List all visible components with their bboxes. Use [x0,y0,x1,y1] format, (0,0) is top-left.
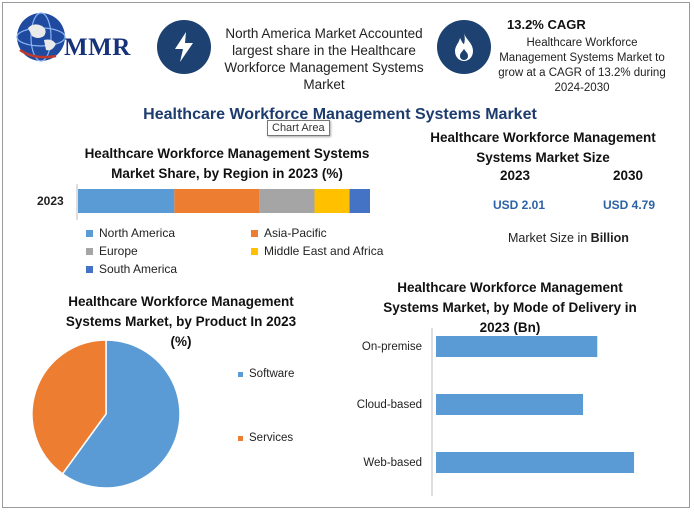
region-bar-segment [174,189,260,213]
legend-swatch [86,265,93,273]
unit-prefix: Market Size in [508,231,591,245]
region-chart-title: Healthcare Workforce Management Systems … [84,146,370,181]
legend-label: Middle East and Africa [264,244,384,258]
delivery-category-label: On-premise [362,341,422,353]
delivery-bar [436,452,635,473]
pie-slice [61,339,181,489]
delivery-bar [436,394,583,415]
infographic-frame [2,2,690,508]
market-size-value-2030: USD 4.79 [603,198,656,212]
region-bar-segment [314,189,350,213]
cagr-text: Healthcare Workforce Management Systems … [498,37,666,94]
legend-swatch [86,229,93,237]
logo: MMR [14,10,144,68]
legend-label: North America [99,226,176,240]
delivery-category-label: Web-based [363,457,422,469]
region-category-label: 2023 [37,194,64,208]
legend-swatch [251,247,258,255]
flame-icon [455,33,473,61]
legend-swatch [238,371,243,377]
unit-bold: Billion [590,231,629,245]
legend-mea: Middle East and Africa [251,244,383,258]
region-stacked-bar [76,184,370,220]
legend-asia-pacific: Asia-Pacific [251,226,327,240]
legend-europe: Europe [86,244,138,258]
pie-slice [31,339,107,475]
legend-label: Europe [99,244,138,258]
header-info-text: North America Market Accounted largest s… [224,26,424,92]
globe-icon [16,12,66,62]
delivery-bar [436,336,598,357]
main-title: Healthcare Workforce Management Systems … [143,106,537,123]
market-size-year-2023: 2023 [500,168,531,183]
legend-swatch [86,247,93,255]
delivery-category-label: Cloud-based [357,399,422,411]
legend-software: Software [238,368,294,380]
legend-north-america: North America [86,226,175,240]
bolt-icon-badge [157,20,211,74]
chart-area-tooltip: Chart Area [267,120,330,136]
legend-swatch [251,229,258,237]
market-size-value-2023: USD 2.01 [493,198,546,212]
product-chart-title: Healthcare Workforce Management Systems … [65,294,297,349]
legend-south-america: South America [86,262,177,276]
market-size-unit: Market Size in Billion [508,231,629,245]
legend-label: South America [99,262,178,276]
region-legend: North America Asia-Pacific Europe Middle… [86,226,406,278]
region-bar-segment [78,189,175,213]
product-pie-chart [31,339,181,489]
legend-services: Services [238,432,293,444]
region-bar-segment [259,189,315,213]
market-size-title: Healthcare Workforce Management Systems … [430,130,656,165]
flame-icon-badge [437,20,491,74]
legend-swatch [238,435,243,441]
delivery-chart-title: Healthcare Workforce Management Systems … [383,280,637,335]
delivery-bar-chart: On-premise Cloud-based Web-based [357,328,635,496]
legend-label: Software [249,368,295,380]
legend-label: Asia-Pacific [264,226,327,240]
bolt-icon [175,32,193,62]
region-bar-segment [349,189,370,213]
legend-label: Services [249,432,294,444]
logo-text: MMR [64,34,131,61]
market-size-year-2030: 2030 [613,168,644,183]
cagr-title: 13.2% CAGR [507,17,586,32]
